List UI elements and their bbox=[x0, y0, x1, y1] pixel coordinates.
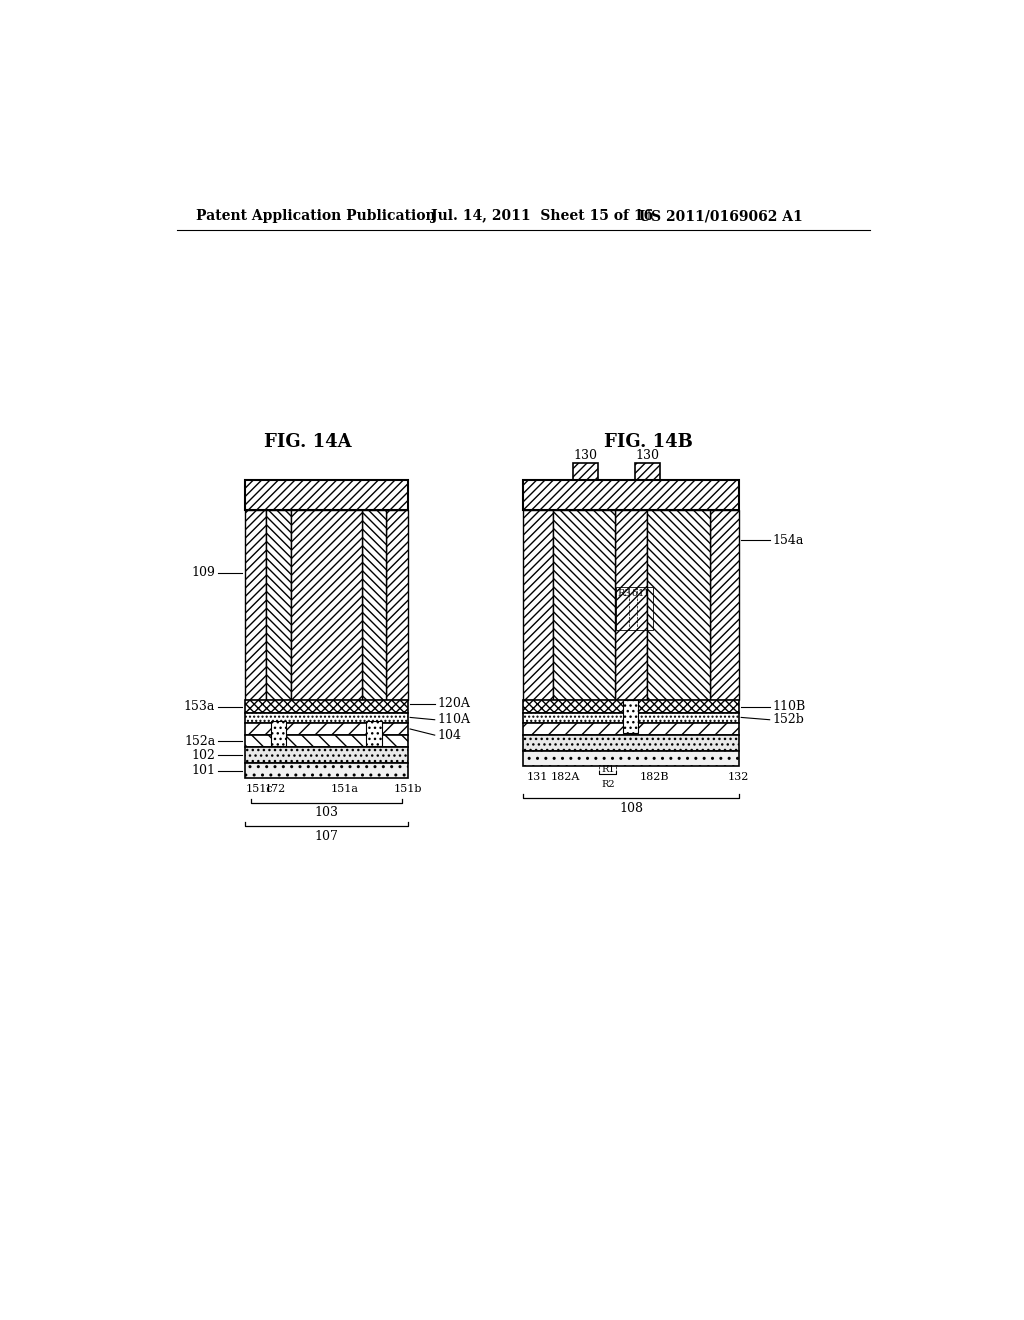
Bar bbox=[245, 723, 408, 735]
Text: 132: 132 bbox=[727, 772, 749, 781]
Text: 120A: 120A bbox=[437, 697, 470, 710]
Bar bbox=[270, 721, 286, 746]
Bar bbox=[523, 480, 739, 510]
Text: 11: 11 bbox=[638, 589, 650, 598]
Text: FIG. 14A: FIG. 14A bbox=[264, 433, 351, 450]
Bar bbox=[615, 587, 652, 630]
Text: 182B: 182B bbox=[639, 772, 669, 781]
Text: 182A: 182A bbox=[551, 772, 581, 781]
Text: 151a: 151a bbox=[331, 784, 358, 795]
Bar bbox=[523, 713, 739, 723]
Text: 101: 101 bbox=[191, 764, 215, 777]
Bar bbox=[245, 480, 408, 510]
Bar bbox=[573, 463, 598, 480]
Text: 153a: 153a bbox=[184, 700, 215, 713]
Bar bbox=[623, 701, 638, 733]
Bar bbox=[291, 510, 361, 701]
Bar bbox=[245, 701, 408, 713]
Bar bbox=[245, 747, 408, 763]
Text: Jul. 14, 2011  Sheet 15 of 16: Jul. 14, 2011 Sheet 15 of 16 bbox=[431, 209, 653, 223]
Text: 152b: 152b bbox=[772, 713, 804, 726]
Bar bbox=[367, 721, 382, 746]
Bar bbox=[523, 701, 739, 713]
Text: 130: 130 bbox=[635, 449, 659, 462]
Text: 154a: 154a bbox=[772, 533, 804, 546]
Bar bbox=[361, 510, 386, 701]
Text: R3: R3 bbox=[617, 589, 631, 598]
Text: 104: 104 bbox=[437, 729, 461, 742]
Text: Patent Application Publication: Patent Application Publication bbox=[196, 209, 435, 223]
Text: 110B: 110B bbox=[772, 700, 805, 713]
Bar bbox=[710, 510, 739, 701]
Text: 151c: 151c bbox=[246, 784, 273, 795]
Bar bbox=[635, 463, 659, 480]
Text: 109: 109 bbox=[191, 566, 215, 579]
Bar bbox=[266, 510, 291, 701]
Bar bbox=[245, 510, 266, 701]
Text: 130: 130 bbox=[573, 449, 598, 462]
Text: 103: 103 bbox=[314, 807, 338, 820]
Text: R1: R1 bbox=[601, 766, 614, 775]
Text: 108: 108 bbox=[620, 801, 643, 814]
Bar bbox=[553, 510, 614, 701]
Bar bbox=[523, 510, 553, 701]
Text: US 2011/0169062 A1: US 2011/0169062 A1 bbox=[639, 209, 803, 223]
Text: 152a: 152a bbox=[184, 735, 215, 748]
Text: 131: 131 bbox=[527, 772, 549, 781]
Bar bbox=[245, 713, 408, 723]
Bar bbox=[523, 723, 739, 735]
Text: FIG. 14B: FIG. 14B bbox=[603, 433, 692, 450]
Bar bbox=[245, 735, 408, 747]
Bar bbox=[386, 510, 408, 701]
Bar bbox=[245, 763, 408, 779]
Bar bbox=[523, 751, 739, 766]
Text: R2: R2 bbox=[601, 780, 614, 789]
Text: 102: 102 bbox=[191, 748, 215, 762]
Text: δ: δ bbox=[631, 589, 637, 598]
Bar bbox=[647, 510, 710, 701]
Text: 110A: 110A bbox=[437, 713, 470, 726]
Text: 151b: 151b bbox=[394, 784, 423, 795]
Bar bbox=[614, 510, 647, 701]
Text: 172: 172 bbox=[264, 784, 286, 795]
Text: 107: 107 bbox=[314, 829, 338, 842]
Bar bbox=[523, 735, 739, 751]
